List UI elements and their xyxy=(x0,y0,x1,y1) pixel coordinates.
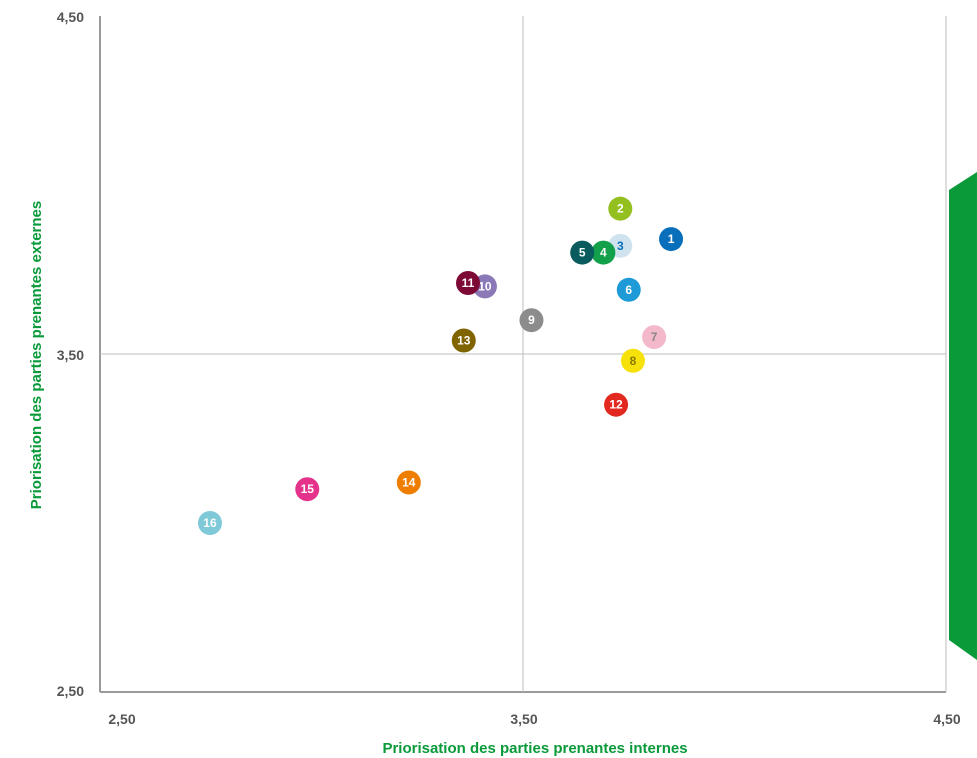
data-point-6 xyxy=(616,277,641,302)
data-point-5 xyxy=(570,240,595,265)
y-tick-label: 2,50 xyxy=(57,683,84,699)
data-point-label-6: 6 xyxy=(625,283,632,297)
data-point-label-10: 10 xyxy=(478,279,492,293)
data-point-15 xyxy=(295,477,320,502)
x-tick-label: 2,50 xyxy=(108,711,135,727)
data-point-label-11: 11 xyxy=(462,276,475,290)
y-axis-title: Priorisation des parties prenantes exter… xyxy=(28,201,45,509)
green-side-shape xyxy=(949,172,977,660)
data-point-16 xyxy=(197,511,222,535)
data-point-label-5: 5 xyxy=(579,246,586,260)
data-point-label-15: 15 xyxy=(301,482,315,496)
data-point-11 xyxy=(456,271,481,296)
data-point-13 xyxy=(451,328,476,353)
data-point-9 xyxy=(519,308,544,333)
data-point-label-2: 2 xyxy=(617,202,624,216)
data-point-label-9: 9 xyxy=(528,313,535,327)
data-point-label-12: 12 xyxy=(609,398,623,412)
x-axis-title: Priorisation des parties prenantes inter… xyxy=(382,740,687,757)
data-point-label-14: 14 xyxy=(402,475,416,489)
data-point-14 xyxy=(396,470,421,495)
data-point-label-8: 8 xyxy=(630,354,637,368)
y-tick-label: 3,50 xyxy=(57,347,84,363)
y-tick-label: 4,50 xyxy=(57,9,84,25)
data-point-1 xyxy=(659,227,684,252)
data-point-label-4: 4 xyxy=(600,246,607,260)
data-point-label-1: 1 xyxy=(668,232,675,246)
data-point-label-16: 16 xyxy=(203,516,217,530)
data-point-label-7: 7 xyxy=(651,330,658,344)
x-tick-label: 4,50 xyxy=(933,711,960,727)
data-point-label-13: 13 xyxy=(457,333,471,347)
data-point-8 xyxy=(620,348,645,373)
data-point-2 xyxy=(608,196,633,221)
data-point-label-3: 3 xyxy=(617,239,624,253)
data-point-7 xyxy=(642,325,667,350)
data-point-12 xyxy=(604,392,629,417)
x-tick-label: 3,50 xyxy=(510,711,537,727)
data-point-4 xyxy=(591,240,616,265)
